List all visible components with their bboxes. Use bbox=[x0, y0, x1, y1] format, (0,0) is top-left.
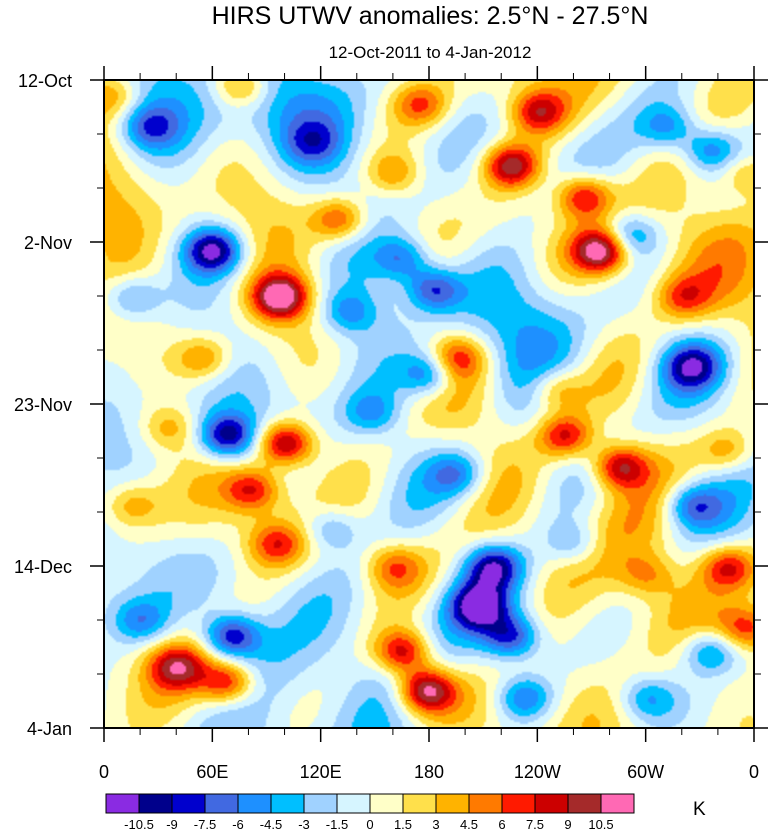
colorbar-box bbox=[204, 793, 239, 814]
colorbar-box bbox=[534, 793, 569, 814]
x-tick-label: 180 bbox=[414, 762, 444, 782]
x-tick-label: 0 bbox=[99, 762, 109, 782]
colorbar-box bbox=[468, 793, 503, 814]
x-axis: 0 60E 120E 180 120W 60W 0 bbox=[99, 66, 759, 782]
colorbar-box bbox=[435, 793, 470, 814]
x-tick-label: 60E bbox=[196, 762, 228, 782]
colorbar-box bbox=[105, 793, 140, 814]
plot-area bbox=[103, 79, 755, 729]
colorbar-box bbox=[270, 793, 305, 814]
colorbar-box bbox=[171, 793, 206, 814]
chart-title: HIRS UTWV anomalies: 2.5°N - 27.5°N bbox=[212, 2, 649, 30]
x-tick-label: 0 bbox=[749, 762, 759, 782]
colorbar-box bbox=[336, 793, 371, 814]
colorbar-level-label: 9 bbox=[564, 817, 571, 830]
colorbar-box bbox=[303, 793, 338, 814]
colorbar-level-label: -9 bbox=[166, 817, 178, 830]
x-tick-label: 120W bbox=[514, 762, 561, 782]
chart-subtitle: 12-Oct-2011 to 4-Jan-2012 bbox=[329, 43, 532, 62]
colorbar-level-label: 1.5 bbox=[394, 817, 412, 830]
y-tick-label: 2-Nov bbox=[24, 233, 72, 253]
colorbar-units-label: K bbox=[693, 799, 706, 820]
colorbar-level-label: -10.5 bbox=[124, 817, 154, 830]
colorbar-level-label: 0 bbox=[366, 817, 373, 830]
colorbar-box bbox=[138, 793, 173, 814]
colorbar-box bbox=[237, 793, 272, 814]
colorbar-level-label: 4.5 bbox=[460, 817, 478, 830]
colorbar-level-label: 3 bbox=[432, 817, 439, 830]
colorbar-box bbox=[501, 793, 536, 814]
x-tick-label: 60W bbox=[627, 762, 664, 782]
colorbar-box bbox=[567, 793, 602, 814]
y-axis: 12-Oct 2-Nov 23-Nov 14-Dec 4-Jan bbox=[14, 71, 768, 739]
colorbar-level-label: 6 bbox=[498, 817, 505, 830]
colorbar: -10.5 -9 -7.5 -6 -4.5 -3 -1.5 0 1.5 3 4.5 6 7.5 9 10.5 bbox=[105, 793, 635, 830]
colorbar-level-label: -7.5 bbox=[194, 817, 216, 830]
colorbar-level-label: 10.5 bbox=[588, 817, 613, 830]
colorbar-level-label: -3 bbox=[298, 817, 310, 830]
colorbar-box bbox=[369, 793, 404, 814]
colorbar-level-label: -6 bbox=[232, 817, 244, 830]
y-tick-label: 14-Dec bbox=[14, 557, 72, 577]
colorbar-level-label: 7.5 bbox=[526, 817, 544, 830]
colorbar-level-label: -4.5 bbox=[260, 817, 282, 830]
y-tick-label: 23-Nov bbox=[14, 395, 72, 415]
x-tick-label: 120E bbox=[300, 762, 342, 782]
y-tick-label: 12-Oct bbox=[18, 71, 72, 91]
colorbar-box bbox=[402, 793, 437, 814]
anomaly-field bbox=[104, 80, 754, 728]
colorbar-level-label: -1.5 bbox=[326, 817, 348, 830]
y-tick-label: 4-Jan bbox=[27, 719, 72, 739]
colorbar-box bbox=[600, 793, 635, 814]
